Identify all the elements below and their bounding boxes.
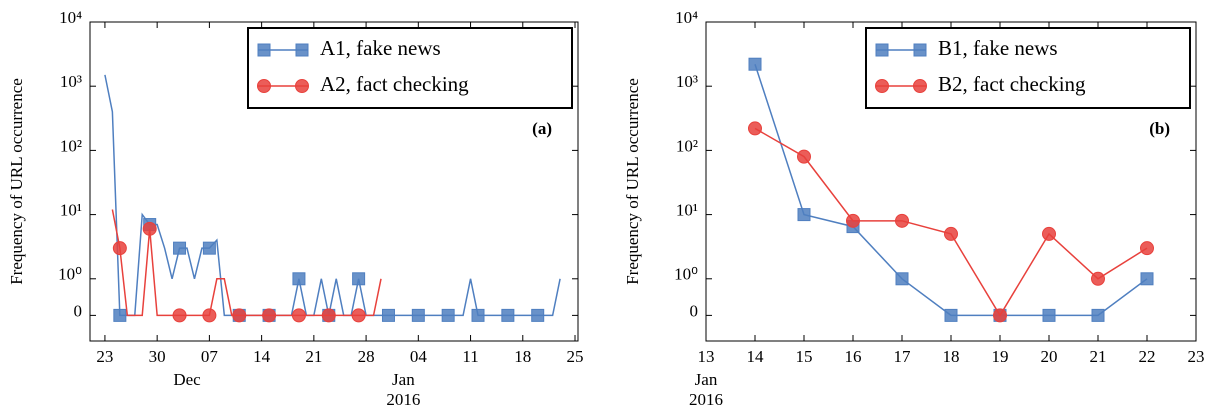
marker [351, 308, 366, 323]
marker [411, 308, 425, 322]
month-label: Dec [173, 370, 201, 389]
x-tick-label: 16 [845, 347, 862, 366]
series-line [754, 127, 1148, 317]
legend-marker [913, 43, 927, 57]
legend-marker [257, 43, 271, 57]
y-tick-label: 0 [74, 301, 83, 320]
x-tick-label: 19 [992, 347, 1009, 366]
y-tick-label: 10⁰ [58, 265, 82, 284]
marker [1042, 308, 1056, 322]
x-tick-label: 22 [1139, 347, 1156, 366]
legend-label: B2, fact checking [938, 72, 1086, 96]
plot-frame [89, 21, 579, 342]
marker [1091, 271, 1105, 286]
legend-marker [257, 79, 271, 93]
marker [352, 272, 366, 286]
legend-marker [295, 79, 309, 93]
y-tick-label: 10⁴ [675, 8, 698, 27]
marker [172, 308, 187, 323]
marker [441, 308, 455, 322]
marker [113, 308, 127, 322]
marker [142, 221, 157, 236]
marker [895, 213, 909, 228]
marker [232, 308, 247, 323]
month-label: Jan [695, 370, 718, 389]
year-label: 2016 [386, 390, 420, 409]
marker [797, 149, 811, 164]
marker [262, 308, 277, 323]
annotation: (b) [1149, 119, 1170, 138]
marker [202, 308, 217, 323]
marker [895, 272, 909, 286]
legend-box [865, 27, 1191, 109]
marker [797, 208, 811, 222]
x-tick-label: 18 [943, 347, 960, 366]
marker [321, 308, 336, 323]
x-tick-label: 28 [358, 347, 375, 366]
x-tick-label: 23 [96, 347, 113, 366]
marker [292, 272, 306, 286]
x-tick-label: 18 [514, 347, 531, 366]
y-tick-label: 10⁴ [59, 8, 82, 27]
marker [993, 308, 1007, 323]
y-tick-label: 0 [690, 301, 699, 320]
marker [944, 226, 958, 241]
x-tick-label: 11 [462, 347, 478, 366]
y-tick-label: 10¹ [676, 201, 698, 220]
series-line [111, 209, 382, 317]
x-tick-label: 20 [1041, 347, 1058, 366]
x-tick-label: 21 [305, 347, 322, 366]
series-line [104, 74, 561, 317]
marker [748, 121, 762, 136]
x-tick-label: 15 [796, 347, 813, 366]
x-tick-label: 14 [747, 347, 765, 366]
y-tick-label: 10³ [676, 72, 698, 91]
marker [846, 213, 860, 228]
y-tick-label: 10³ [60, 72, 82, 91]
x-tick-label: 07 [201, 347, 219, 366]
marker [1042, 226, 1056, 241]
marker [1091, 308, 1105, 322]
y-tick-label: 10² [60, 136, 82, 155]
x-tick-label: 14 [253, 347, 271, 366]
y-tick-label: 10⁰ [674, 265, 698, 284]
legend-box [247, 27, 573, 109]
marker [1140, 241, 1154, 256]
marker [944, 308, 958, 322]
y-axis-label: Frequency of URL occurrence [7, 78, 26, 285]
x-tick-label: 04 [410, 347, 428, 366]
month-label: Jan [392, 370, 415, 389]
marker [1140, 272, 1154, 286]
x-tick-label: 21 [1090, 347, 1107, 366]
marker [112, 241, 127, 256]
marker [501, 308, 515, 322]
legend-label: A2, fact checking [320, 72, 469, 96]
marker [173, 241, 187, 255]
legend-label: B1, fake news [938, 36, 1058, 60]
marker [291, 308, 306, 323]
legend-marker [875, 79, 889, 93]
x-tick-label: 30 [149, 347, 166, 366]
y-tick-label: 10² [676, 136, 698, 155]
marker [748, 57, 762, 71]
x-tick-label: 17 [894, 347, 912, 366]
year-label: 2016 [689, 390, 723, 409]
y-tick-label: 10¹ [60, 201, 82, 220]
legend-label: A1, fake news [320, 36, 441, 60]
marker [202, 241, 216, 255]
y-axis-label: Frequency of URL occurrence [623, 78, 642, 285]
marker [531, 308, 545, 322]
x-tick-label: 13 [698, 347, 715, 366]
panel: 0 10⁰ 10¹ 10² 10³ 10⁴ 13 14 15 16 17 18 19 20 21 22 23 Ja… [623, 8, 1205, 409]
x-tick-label: 23 [1188, 347, 1205, 366]
marker [471, 308, 485, 322]
legend-marker [875, 43, 889, 57]
legend-marker [913, 79, 927, 93]
panel: 0 10⁰ 10¹ 10² 10³ 10⁴ 23 30 07 14 21 28 04 11 18 25 Dec J… [7, 8, 584, 409]
legend-marker [295, 43, 309, 57]
annotation: (a) [532, 119, 552, 138]
marker [381, 308, 395, 322]
x-tick-label: 25 [567, 347, 584, 366]
